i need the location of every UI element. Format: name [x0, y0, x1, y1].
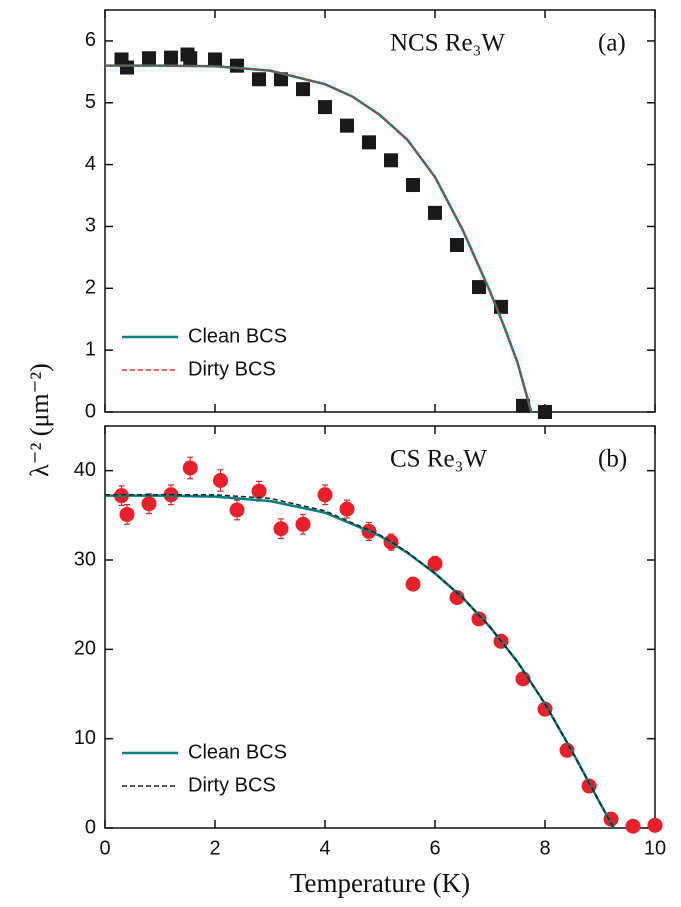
data-point — [450, 238, 464, 253]
panel-title: CS Re₃W — [390, 446, 487, 473]
y-tick-label: 0 — [85, 400, 96, 422]
data-point — [625, 818, 641, 834]
x-axis-label: Temperature (K) — [290, 868, 470, 898]
data-point — [339, 501, 355, 517]
data-point — [537, 701, 553, 717]
panel-label: (a) — [598, 30, 626, 57]
panel-label: (b) — [598, 446, 627, 473]
y-axis-label: λ⁻² (μm⁻²) — [25, 363, 54, 477]
data-point — [119, 506, 135, 522]
x-tick-label: 4 — [319, 837, 330, 859]
x-tick-label: 8 — [539, 837, 550, 859]
legend-label: Clean BCS — [188, 325, 287, 347]
data-point — [183, 51, 198, 66]
data-point — [251, 483, 267, 499]
data-point — [406, 178, 420, 193]
data-point — [141, 496, 157, 512]
data-point — [340, 118, 354, 133]
data-point — [252, 72, 266, 87]
data-point — [428, 205, 442, 220]
data-point — [427, 556, 443, 572]
data-point — [296, 82, 310, 97]
y-tick-label: 6 — [85, 29, 96, 51]
fit-line — [105, 64, 533, 413]
data-point — [318, 100, 332, 115]
data-point — [384, 153, 398, 168]
y-tick-label: 5 — [85, 91, 96, 113]
y-tick-label: 40 — [74, 459, 96, 481]
fit-line — [105, 494, 615, 829]
x-tick-label: 2 — [209, 837, 220, 859]
y-tick-label: 30 — [74, 548, 96, 570]
data-point — [449, 590, 465, 606]
data-point — [317, 487, 333, 503]
x-tick-label: 10 — [644, 837, 666, 859]
y-tick-label: 0 — [85, 816, 96, 838]
data-point — [471, 611, 487, 627]
panel-title: NCS Re₃W — [390, 30, 505, 57]
data-point — [213, 472, 228, 488]
data-point — [362, 135, 376, 150]
legend-label: Dirty BCS — [188, 774, 276, 796]
y-tick-label: 20 — [74, 638, 96, 660]
data-point — [273, 521, 289, 537]
plot-frame — [104, 425, 656, 829]
data-point — [647, 817, 663, 833]
data-point — [208, 52, 222, 67]
x-tick-label: 0 — [99, 837, 110, 859]
y-tick-label: 1 — [85, 338, 96, 360]
data-point — [142, 51, 156, 66]
y-tick-label: 3 — [85, 215, 96, 237]
data-point — [164, 50, 178, 65]
data-point — [120, 60, 134, 75]
plot-frame — [104, 9, 656, 413]
data-point — [230, 58, 244, 73]
y-tick-label: 2 — [85, 277, 96, 299]
data-point — [538, 405, 552, 419]
y-tick-label: 4 — [85, 153, 96, 175]
x-tick-label: 6 — [429, 837, 440, 859]
data-point — [405, 576, 421, 592]
legend-label: Dirty BCS — [188, 358, 276, 380]
fit-line — [105, 494, 615, 829]
data-point — [295, 516, 311, 532]
data-point — [274, 72, 288, 87]
data-point — [229, 502, 245, 518]
data-point — [182, 460, 198, 476]
y-tick-label: 10 — [74, 727, 96, 749]
legend-label: Clean BCS — [188, 741, 287, 763]
data-point — [516, 398, 530, 413]
data-point — [472, 280, 486, 295]
